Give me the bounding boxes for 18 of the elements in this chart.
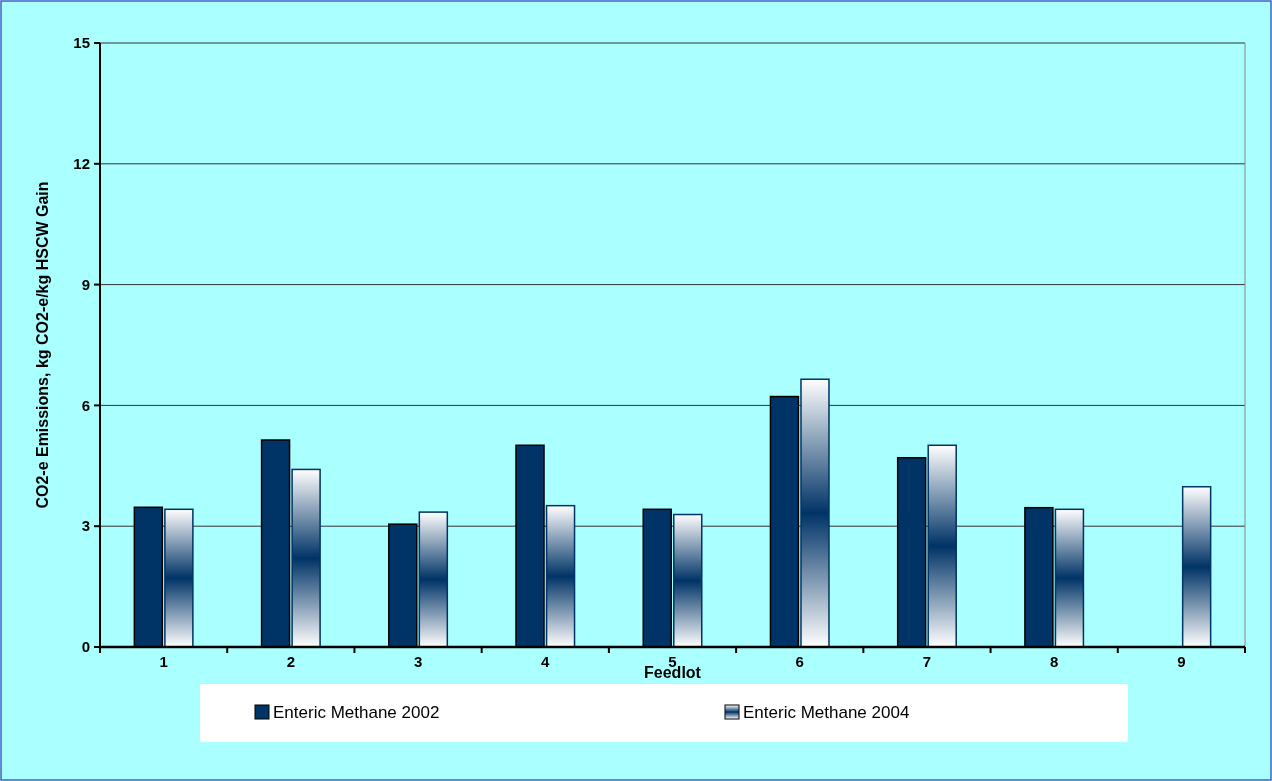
x-tick-label: 6 — [795, 653, 804, 671]
x-tick-label: 1 — [159, 653, 168, 671]
legend-label: Enteric Methane 2002 — [273, 702, 440, 722]
y-tick-label: 15 — [73, 34, 90, 52]
x-tick-label: 7 — [922, 653, 932, 671]
x-tick-label: 4 — [541, 653, 551, 671]
x-tick-label: 2 — [286, 653, 296, 671]
x-tick-label: 3 — [413, 653, 423, 671]
legend-label: Enteric Methane 2004 — [743, 702, 910, 722]
y-tick-label: 3 — [81, 517, 90, 535]
y-tick-label: 12 — [73, 155, 90, 173]
x-tick-label: 9 — [1177, 653, 1186, 671]
y-tick-label: 6 — [81, 396, 90, 414]
y-tick-label: 0 — [81, 638, 90, 656]
bar — [1181, 485, 1212, 648]
y-tick-label: 9 — [81, 275, 90, 293]
x-tick-label: 8 — [1049, 653, 1059, 671]
y-axis-title: CO2-e Emissions, kg CO2-e/kg HSCW Gain — [33, 181, 51, 509]
